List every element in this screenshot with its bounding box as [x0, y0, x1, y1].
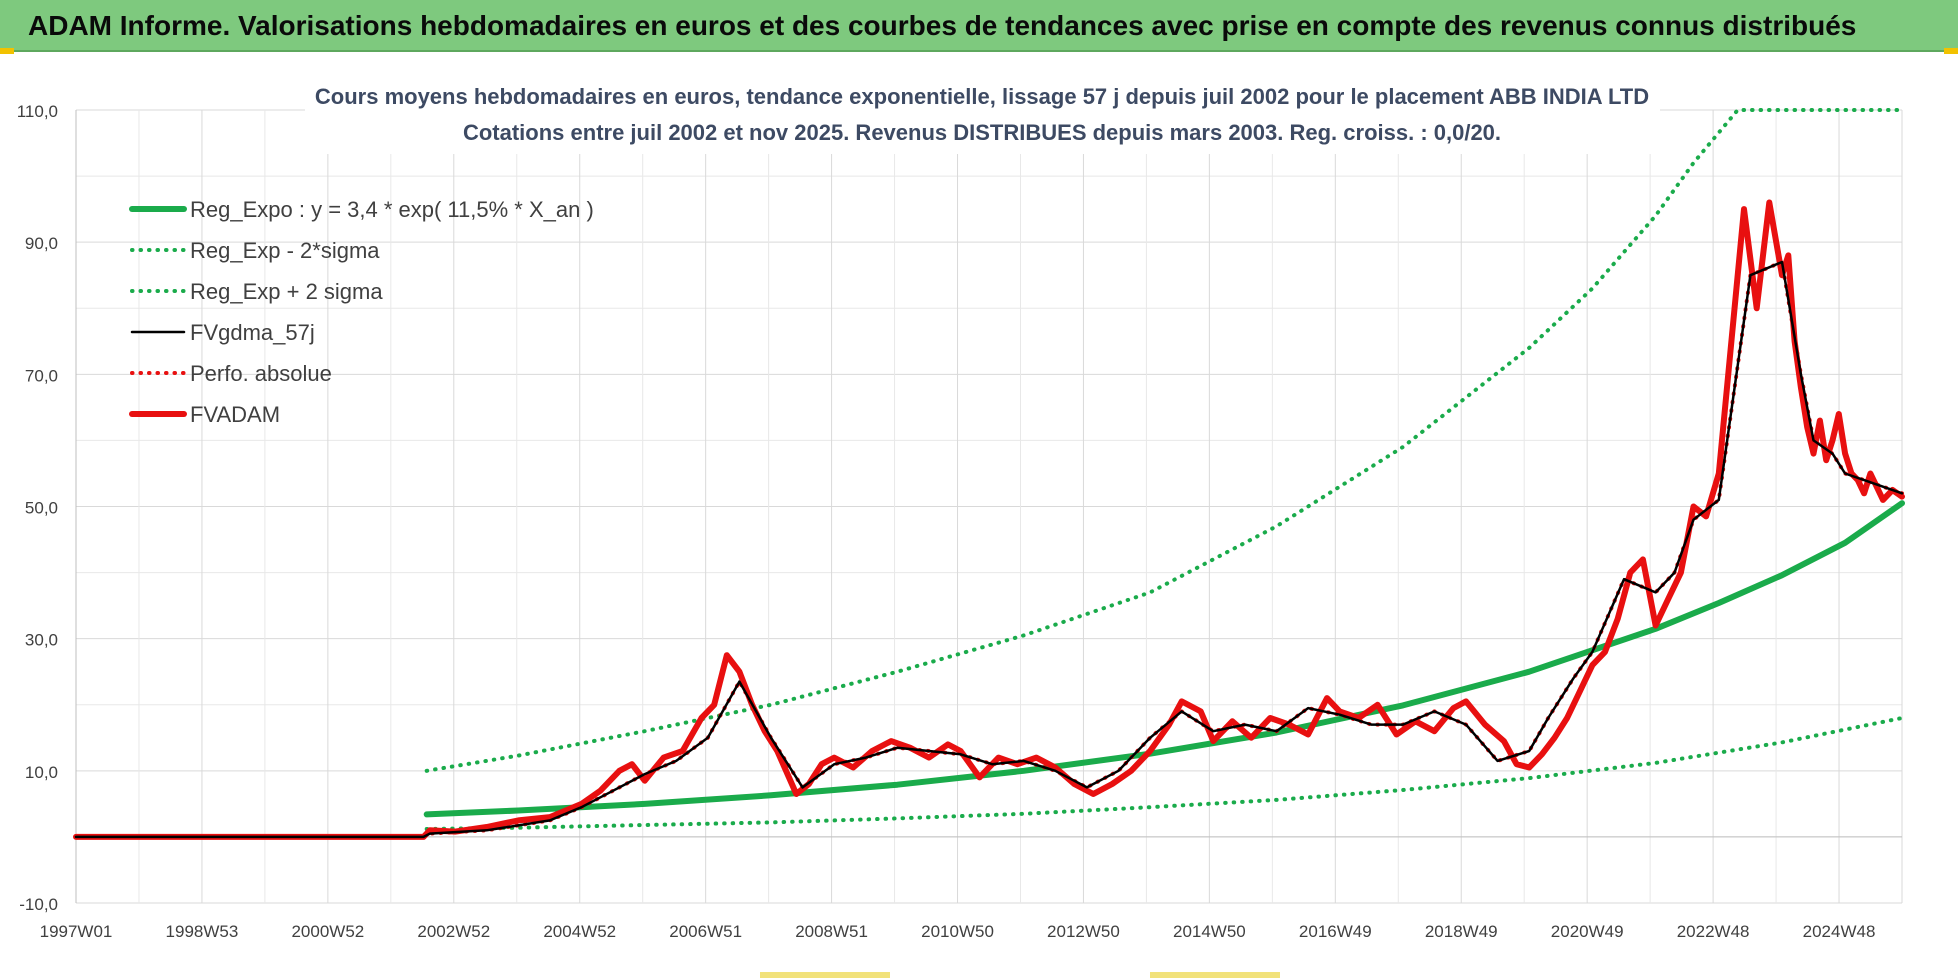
y-tick-label: -10,0 — [19, 895, 58, 914]
x-tick-label: 2014W50 — [1173, 922, 1246, 941]
series-line-1 — [424, 716, 1904, 831]
x-axis-ticks: 1997W01 1998W53 2000W52 2002W52 2004W52 2006W… — [40, 922, 1876, 941]
series-line-5 — [73, 199, 1905, 840]
y-tick-label: 70,0 — [25, 366, 58, 385]
legend-label: FVADAM — [190, 402, 280, 427]
corner-accent-left — [0, 48, 14, 54]
x-tick-label: 2024W48 — [1803, 922, 1876, 941]
banner-title: ADAM Informe. Valorisations hebdomadaire… — [28, 10, 1857, 41]
series-line-4 — [74, 260, 1904, 839]
x-tick-label: 1997W01 — [40, 922, 113, 941]
grid-lines — [75, 109, 1903, 904]
y-tick-label: 110,0 — [17, 102, 58, 121]
x-tick-label: 2012W50 — [1047, 922, 1120, 941]
x-tick-label: 2006W51 — [669, 922, 742, 941]
y-tick-label: 90,0 — [25, 234, 58, 253]
chart-title-line2: Cotations entre juil 2002 et nov 2025. R… — [463, 120, 1501, 145]
series-lines — [73, 108, 1905, 840]
x-tick-label: 2016W49 — [1299, 922, 1372, 941]
x-tick-label: 2002W52 — [417, 922, 490, 941]
legend-label: Reg_Expo : y = 3,4 * exp( 11,5% * X_an ) — [190, 197, 594, 222]
bottom-accent — [1150, 972, 1280, 978]
x-tick-label: 2022W48 — [1677, 922, 1750, 941]
chart-title-line1: Cours moyens hebdomadaires en euros, ten… — [315, 84, 1649, 109]
chart-title-box: Cours moyens hebdomadaires en euros, ten… — [305, 76, 1660, 154]
legend-label: Reg_Exp + 2 sigma — [190, 279, 383, 304]
series-line-3 — [74, 260, 1904, 839]
series-line-2 — [424, 108, 1904, 773]
x-tick-label: 1998W53 — [166, 922, 239, 941]
legend-label: Perfo. absolue — [190, 361, 332, 386]
x-tick-label: 2004W52 — [543, 922, 616, 941]
x-tick-label: 2000W52 — [291, 922, 364, 941]
bottom-accent — [760, 972, 890, 978]
y-tick-label: 50,0 — [25, 499, 58, 518]
legend-label: FVgdma_57j — [190, 320, 315, 345]
x-tick-label: 2020W49 — [1551, 922, 1624, 941]
title-banner: ADAM Informe. Valorisations hebdomadaire… — [0, 0, 1958, 52]
series-line-0 — [423, 500, 1905, 818]
legend: Reg_Expo : y = 3,4 * exp( 11,5% * X_an )… — [129, 197, 594, 427]
x-tick-label: 2018W49 — [1425, 922, 1498, 941]
chart-title-background — [305, 76, 1660, 154]
corner-accent-right — [1944, 48, 1958, 54]
x-tick-label: 2008W51 — [795, 922, 868, 941]
x-tick-label: 2010W50 — [921, 922, 994, 941]
y-tick-label: 30,0 — [25, 631, 58, 650]
y-axis-ticks: 110,0 90,0 70,0 50,0 30,0 10,0 -10,0 — [17, 102, 58, 914]
legend-label: Reg_Exp - 2*sigma — [190, 238, 380, 263]
y-tick-label: 10,0 — [25, 763, 58, 782]
